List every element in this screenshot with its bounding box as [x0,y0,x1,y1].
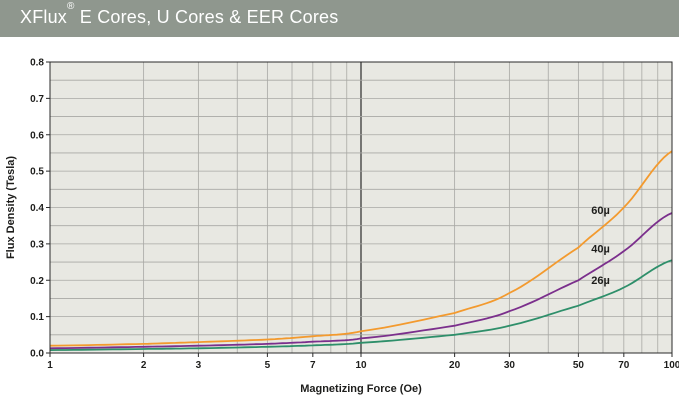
x-tick-label: 5 [265,360,271,371]
grid-lines [50,62,672,353]
chart-title-banner: XFlux® E Cores, U Cores & EER Cores [0,0,679,37]
y-tick-label: 0.8 [30,58,44,69]
axis-ticks: 1 2 3 5 7 10 20 30 50 70 100 0.0 0.1 0.2 0.3 0.4 0.5 0.6 0… [30,58,679,372]
y-axis-label: Flux Density (Tesla) [5,156,17,259]
chart-title: XFlux® E Cores, U Cores & EER Cores [20,1,339,28]
y-tick-label: 0.4 [30,203,44,214]
series-line-60u [49,150,673,347]
x-tick-label: 20 [449,360,461,371]
registered-mark: ® [67,1,75,12]
y-tick-label: 0.6 [30,130,44,141]
y-tick-label: 0.0 [30,349,44,360]
x-tick-label: 2 [141,360,147,371]
series-label-60u: 60µ [591,205,610,217]
axis-labels: Magnetizing Force (Oe) Flux Density (Tesl… [5,156,422,395]
x-tick-label: 50 [573,360,585,371]
series-line-26u [49,259,673,351]
x-tick-label: 1 [47,360,53,371]
chart-title-prefix: XFlux [20,7,68,27]
series-label-26u: 26µ [591,275,610,287]
x-tick-label: 30 [504,360,516,371]
y-tick-label: 0.2 [30,276,44,287]
y-tick-label: 0.7 [30,94,44,105]
y-tick-label: 0.5 [30,167,44,178]
x-axis-label: Magnetizing Force (Oe) [300,383,422,395]
x-tick-label: 10 [355,360,367,371]
series-label-40u: 40µ [591,243,610,255]
x-tick-label: 7 [310,360,316,371]
y-tick-label: 0.1 [30,312,44,323]
x-tick-label: 70 [618,360,630,371]
x-tick-label: 100 [664,360,679,371]
series-lines: 60µ 40µ 26µ [49,150,673,351]
y-tick-label: 0.3 [30,239,44,250]
x-tick-label: 3 [196,360,202,371]
series-line-40u [49,212,673,350]
chart-title-suffix: E Cores, U Cores & EER Cores [74,7,339,27]
